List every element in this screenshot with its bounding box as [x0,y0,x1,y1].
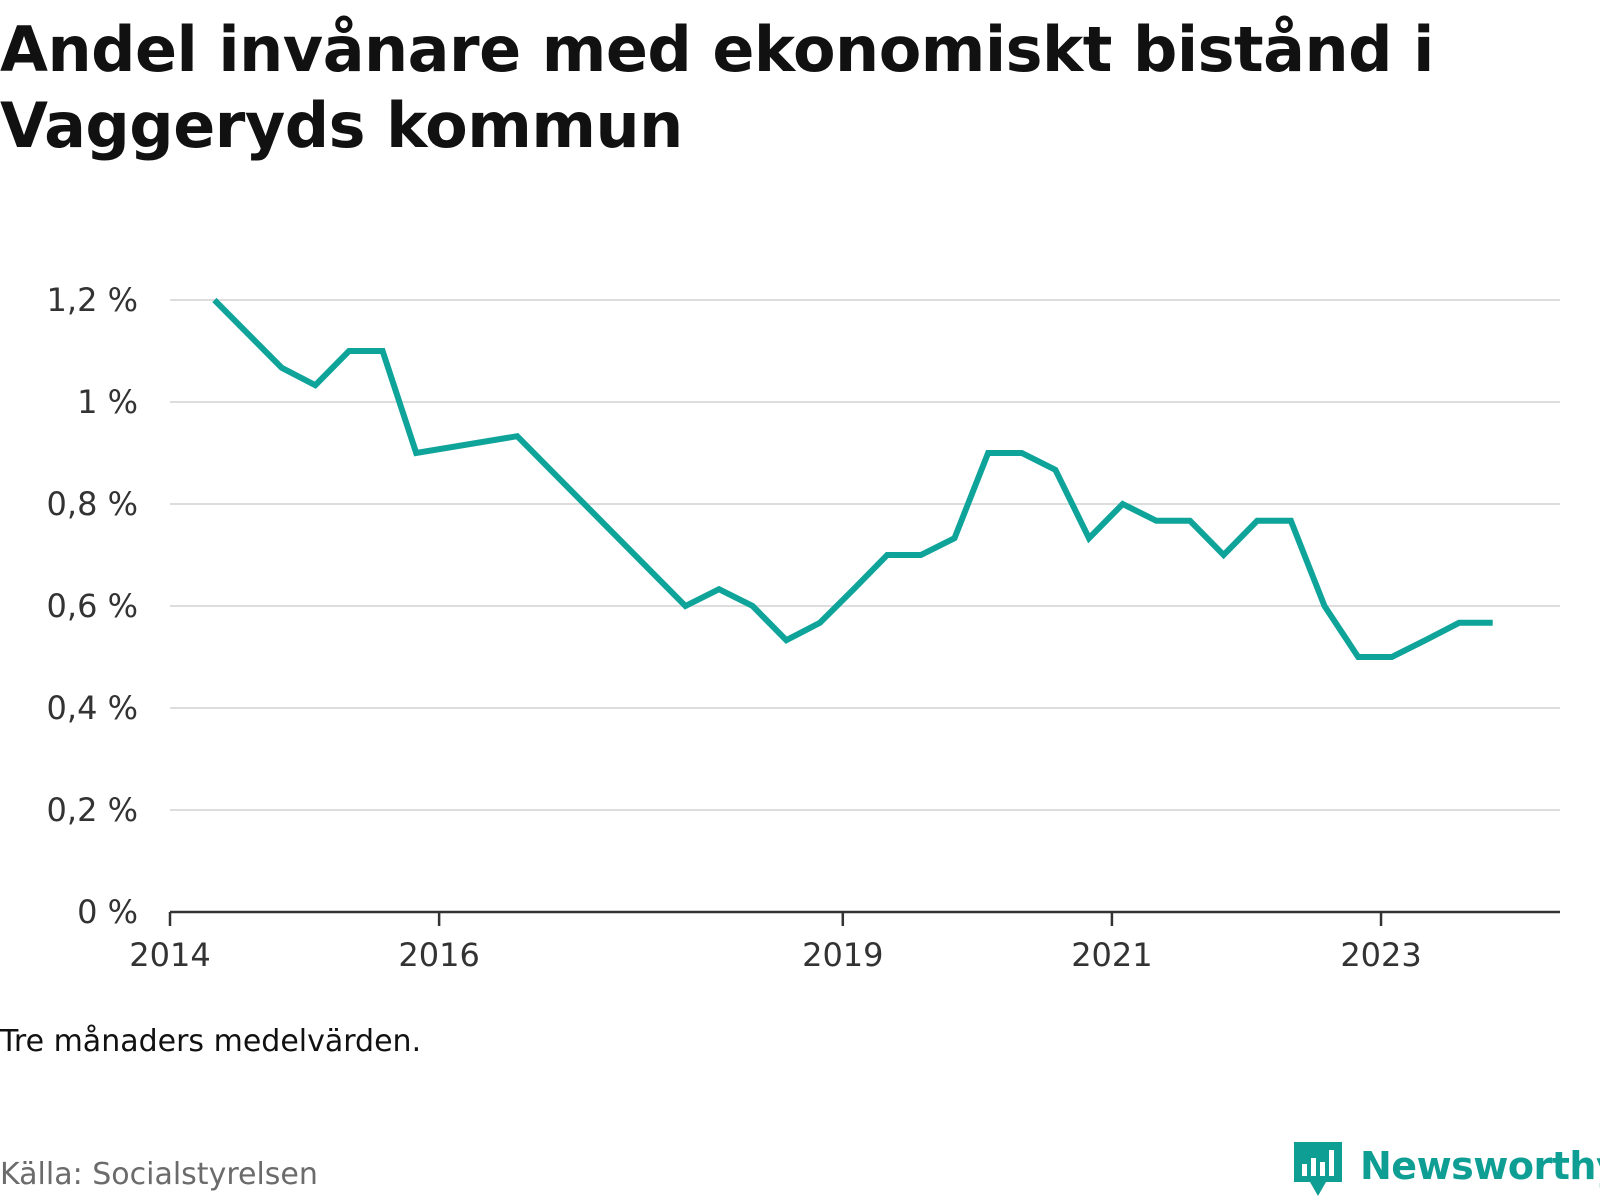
data-point [512,431,522,441]
data-point [781,635,791,645]
data-point [714,584,724,594]
series-layer [209,295,1498,662]
data-point [1320,601,1330,611]
data-point [1118,499,1128,509]
brand-name: Newsworthy [1360,1144,1600,1188]
data-point [310,380,320,390]
chart-title: Andel invånare med ekonomiskt bistånd i … [0,13,1434,162]
data-point [277,363,287,373]
line-chart: 0 % 0,2 % 0,4 % 0,6 % 0,8 % 1 % 1,2 % 2014 2016… [47,281,1560,974]
data-point [209,295,219,305]
data-point [1017,448,1027,458]
data-point [411,448,421,458]
brand-logo[interactable]: Newsworthy [1290,1140,1600,1198]
data-point [1387,652,1397,662]
data-point [1050,465,1060,475]
data-point [1488,618,1498,628]
data-point [1454,618,1464,628]
data-point [949,533,959,543]
data-point [1185,516,1195,526]
grid-lines [170,299,1560,811]
x-tick-label: 2023 [1340,936,1421,974]
y-tick-label: 0,6 % [47,587,138,625]
data-point [1420,635,1430,645]
data-point [882,550,892,560]
y-axis-tick-labels: 0 % 0,2 % 0,4 % 0,6 % 0,8 % 1 % 1,2 % [47,281,138,931]
data-point [983,448,993,458]
y-tick-label: 0,8 % [47,485,138,523]
bar-chart-logo-icon [1294,1142,1342,1196]
x-tick-label: 2014 [129,936,210,974]
y-tick-label: 1 % [77,383,138,421]
y-tick-label: 0 % [77,893,138,931]
y-tick-label: 0,4 % [47,689,138,727]
y-tick-label: 0,2 % [47,791,138,829]
data-point [1084,533,1094,543]
data-point [849,584,859,594]
x-tick-label: 2016 [398,936,479,974]
data-point [916,550,926,560]
source-credit: Källa: Socialstyrelsen [0,1157,318,1192]
data-point [815,618,825,628]
data-point [1353,652,1363,662]
series-line [212,297,1493,660]
data-point [378,346,388,356]
data-point [1252,516,1262,526]
data-point [344,346,354,356]
y-tick-label: 1,2 % [47,281,138,319]
chart-note: Tre månaders medelvärden. [0,1024,422,1059]
x-tick-label: 2021 [1071,936,1152,974]
data-point [748,601,758,611]
data-point [1219,550,1229,560]
data-point [1151,516,1161,526]
data-point [680,601,690,611]
data-point [1286,516,1296,526]
x-tick-label: 2019 [802,936,883,974]
x-axis: 2014 2016 2019 2021 2023 [129,910,1560,974]
